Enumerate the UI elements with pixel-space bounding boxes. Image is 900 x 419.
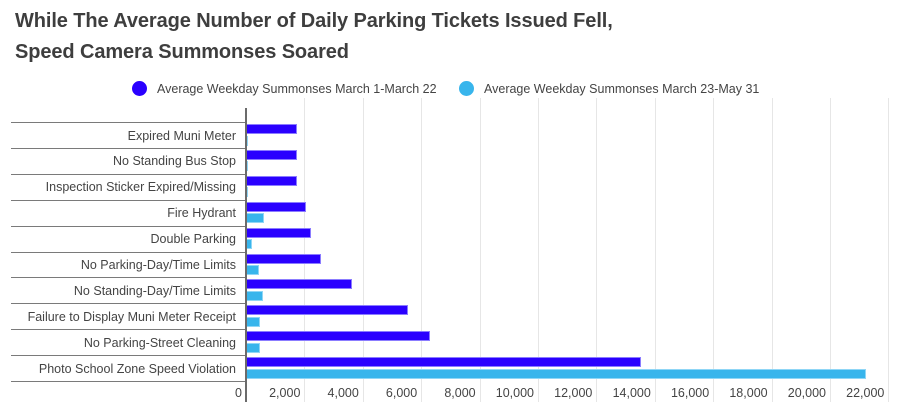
x-tick-label: 6,000 bbox=[385, 386, 418, 400]
row-separator bbox=[11, 355, 245, 357]
row-separator bbox=[11, 199, 245, 201]
category-label: No Parking-Day/Time Limits bbox=[80, 258, 236, 272]
x-tick-label: 0 bbox=[235, 386, 242, 400]
chart-title-line-2: Speed Camera Summonses Soared bbox=[15, 41, 349, 63]
legend-item-march-1-22[interactable]: Average Weekday Summonses March 1-March … bbox=[132, 81, 437, 96]
bar-march-23-may-31 bbox=[246, 290, 263, 301]
gridline bbox=[713, 98, 715, 402]
category-label: No Standing-Day/Time Limits bbox=[73, 283, 236, 298]
category-label: Photo School Zone Speed Violation bbox=[38, 361, 236, 376]
gridline bbox=[771, 98, 773, 402]
bar-march-23-may-31 bbox=[246, 265, 260, 275]
category-label: No Parking-Street Cleaning bbox=[83, 335, 236, 350]
gridline bbox=[596, 98, 598, 402]
category-label: Double Parking bbox=[150, 232, 236, 247]
x-tick-label: 4,000 bbox=[327, 386, 359, 400]
category-label: Fire Hydrant bbox=[167, 206, 236, 221]
bar-march-23-may-31 bbox=[246, 368, 866, 379]
y-axis-line bbox=[245, 108, 247, 402]
x-tick-label: 20,000 bbox=[787, 386, 826, 400]
x-tick-label: 12,000 bbox=[554, 386, 593, 400]
row-separator bbox=[11, 251, 245, 253]
row-separator bbox=[11, 303, 245, 305]
gridline bbox=[362, 98, 364, 402]
gridline bbox=[421, 98, 423, 402]
legend-dot-icon bbox=[132, 81, 147, 96]
row-separator bbox=[11, 225, 245, 227]
bar-march-1-22 bbox=[246, 331, 431, 342]
row-separator bbox=[11, 173, 245, 175]
x-tick-label: 18,000 bbox=[729, 386, 768, 400]
bar-march-1-22 bbox=[246, 201, 306, 212]
x-tick-label: 8,000 bbox=[444, 386, 476, 400]
x-tick-label: 14,000 bbox=[612, 386, 651, 400]
gridline bbox=[479, 98, 481, 402]
bar-march-1-22 bbox=[246, 357, 642, 368]
x-tick-label: 10,000 bbox=[495, 386, 534, 400]
category-label: Expired Muni Meter bbox=[127, 128, 236, 143]
gridline bbox=[654, 98, 656, 402]
legend-label: Average Weekday Summonses March 1-March … bbox=[157, 81, 437, 96]
gridline bbox=[304, 98, 306, 402]
row-separator bbox=[11, 381, 245, 382]
bar-march-1-22 bbox=[246, 305, 409, 316]
x-tick-label: 22,000 bbox=[846, 386, 885, 400]
category-label: Inspection Sticker Expired/Missing bbox=[45, 180, 236, 195]
bar-march-1-22 bbox=[246, 253, 322, 264]
gridline bbox=[830, 98, 831, 402]
legend-dot-icon bbox=[459, 81, 474, 96]
bar-march-1-22 bbox=[246, 124, 298, 134]
bar-march-23-may-31 bbox=[246, 342, 261, 353]
gridline bbox=[888, 98, 890, 402]
bar-march-1-22 bbox=[246, 279, 352, 290]
row-separator bbox=[11, 122, 245, 123]
bar-march-1-22 bbox=[246, 175, 298, 186]
chart-legend: Average Weekday Summonses March 1-March … bbox=[0, 81, 900, 99]
x-tick-label: 2,000 bbox=[269, 386, 301, 400]
row-separator bbox=[11, 329, 245, 331]
row-separator bbox=[11, 147, 245, 149]
gridline bbox=[538, 98, 539, 402]
bar-march-23-may-31 bbox=[246, 316, 261, 327]
row-separator bbox=[11, 277, 245, 279]
legend-label: Average Weekday Summonses March 23-May 3… bbox=[484, 81, 760, 96]
chart-title-line-1: While The Average Number of Daily Parkin… bbox=[15, 10, 613, 32]
category-label: Failure to Display Muni Meter Receipt bbox=[27, 309, 236, 324]
legend-item-march-23-may-31[interactable]: Average Weekday Summonses March 23-May 3… bbox=[459, 81, 759, 96]
bar-march-1-22 bbox=[246, 227, 311, 238]
bar-march-23-may-31 bbox=[246, 213, 265, 224]
x-tick-label: 16,000 bbox=[670, 386, 710, 400]
bar-march-1-22 bbox=[246, 149, 298, 160]
chart-title: While The Average Number of Daily Parkin… bbox=[15, 6, 613, 68]
category-label: No Standing Bus Stop bbox=[113, 154, 236, 169]
